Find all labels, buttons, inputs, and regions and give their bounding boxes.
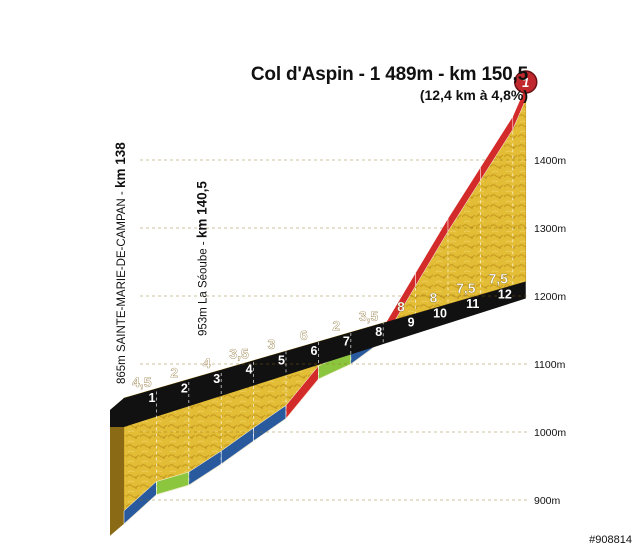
landmark-km: km 140,5 [195,181,210,239]
y-tick-label: 1100m [534,359,566,371]
y-tick-label: 900m [534,495,561,507]
gradient-label: 3 [268,336,276,352]
km-label: 2 [181,381,188,395]
gradient-label: 6 [300,327,308,343]
y-tick-label: 1400m [534,155,566,167]
gradient-band-segment [512,86,527,130]
image-id-tag: #908814 [589,534,632,546]
gradient-label: 4,5 [132,374,152,390]
gradient-label: 7,5 [488,270,508,286]
gradient-label: 7,5 [456,280,476,296]
y-tick-label: 1000m [534,427,566,439]
landmark-name: SAINTE-MARIE-DE-CAMPAN - [116,188,128,352]
gradient-label: 3,5 [359,308,379,324]
km-label: 5 [278,353,285,367]
landmark-elevation: 865m [116,352,128,384]
landmark-km: km 138 [113,142,128,188]
gradient-label: 3,5 [229,346,249,362]
km-label: 4 [246,363,253,377]
km-label: 10 [433,306,447,320]
km-label: 9 [408,316,415,330]
km-base-band [110,281,526,427]
y-tick-label: 1300m [534,223,566,235]
gradient-label: 8 [430,289,438,305]
km-label: 3 [213,372,220,386]
climb-title: Col d'Aspin - 1 489m - km 150,5 [250,64,528,85]
summit-category-number: 1 [522,75,529,90]
summit-category-badge [514,70,538,94]
gradient-label: 2 [170,364,178,380]
landmark-elevation: 953m [198,304,210,336]
gradient-label: 8 [397,299,405,315]
km-label: 7 [343,335,350,349]
terrain-side-wall [110,398,124,536]
gradient-label: 4 [203,355,211,371]
km-label: 6 [310,344,317,358]
gradient-label: 2 [332,317,340,333]
landmark-name: La Séoube - [198,238,210,304]
climb-subtitle: (12,4 km à 4,8%) [419,87,528,103]
km-label: 8 [375,325,382,339]
km-label: 12 [498,288,512,302]
y-tick-label: 1200m [534,291,566,303]
climb-title-block: Col d'Aspin - 1 489m - km 150,5 (12,4 km… [251,64,528,103]
landmark-label: 865m SAINTE-MARIE-DE-CAMPAN - km 138 [113,142,128,384]
landmark-label: 953m La Séoube - km 140,5 [195,181,210,336]
km-label: 1 [148,391,155,405]
km-label: 11 [466,297,479,311]
